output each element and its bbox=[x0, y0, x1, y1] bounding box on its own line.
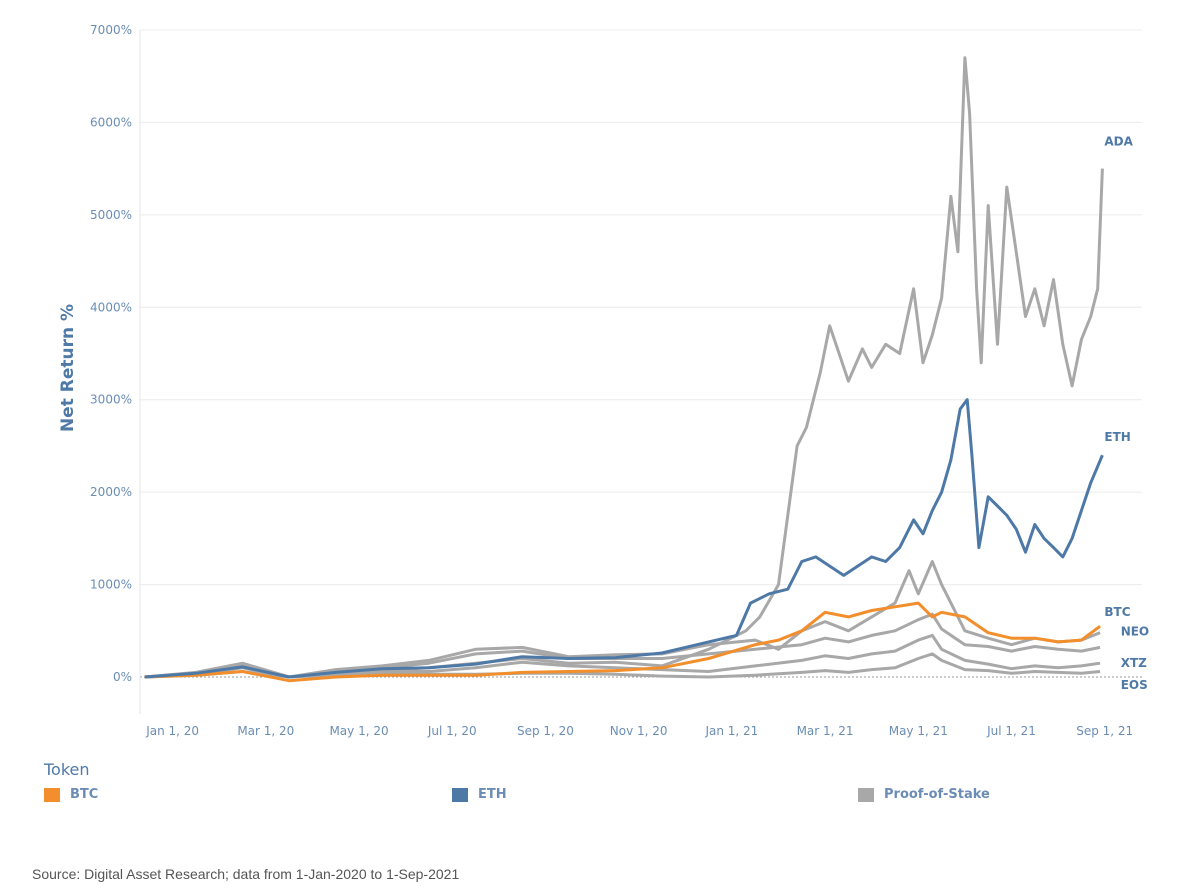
y-tick-label: 3000% bbox=[90, 393, 132, 407]
x-tick-label: May 1, 21 bbox=[889, 724, 948, 738]
x-tick-label: Mar 1, 21 bbox=[797, 724, 854, 738]
x-axis-ticks: Jan 1, 20 Mar 1, 20 May 1, 20 Jul 1, 20 Sep … bbox=[139, 30, 1133, 738]
legend-label-eth: ETH bbox=[478, 787, 507, 802]
legend-title: Token bbox=[44, 760, 90, 779]
x-tick-label: Sep 1, 21 bbox=[1076, 724, 1133, 738]
series-line-eth bbox=[144, 398, 1104, 679]
eth-swatch bbox=[452, 787, 468, 802]
x-tick-label: Jul 1, 21 bbox=[986, 724, 1036, 738]
y-tick-label: 0% bbox=[113, 670, 132, 684]
end-label-eos: EOS bbox=[1121, 678, 1148, 692]
y-tick-label: 7000% bbox=[90, 23, 132, 37]
gridlines bbox=[140, 29, 1142, 678]
x-tick-label: May 1, 20 bbox=[329, 724, 388, 738]
x-tick-label: Jan 1, 20 bbox=[145, 724, 199, 738]
proof-of-stake-swatch bbox=[858, 787, 874, 802]
x-tick-label: Nov 1, 20 bbox=[610, 724, 668, 738]
legend-item-btc[interactable]: BTC bbox=[44, 787, 98, 802]
legend-item-proof-of-stake[interactable]: Proof-of-Stake bbox=[858, 787, 990, 802]
legend-label-proof-of-stake: Proof-of-Stake bbox=[884, 787, 990, 802]
x-tick-label: Sep 1, 20 bbox=[517, 724, 574, 738]
series-line-ada bbox=[144, 56, 1104, 679]
y-axis-label: Net Return % bbox=[58, 304, 78, 432]
end-label-ada: ADA bbox=[1104, 135, 1133, 149]
end-label-btc: BTC bbox=[1104, 605, 1130, 619]
x-tick-label: Jan 1, 21 bbox=[704, 724, 758, 738]
y-tick-label: 4000% bbox=[90, 300, 132, 314]
x-tick-label: Mar 1, 20 bbox=[237, 724, 294, 738]
y-tick-label: 2000% bbox=[90, 485, 132, 499]
end-label-eth: ETH bbox=[1104, 430, 1130, 444]
legend-label-btc: BTC bbox=[70, 787, 99, 802]
end-label-xtz: XTZ bbox=[1121, 656, 1147, 670]
source-note: Source: Digital Asset Research; data fro… bbox=[32, 866, 460, 882]
y-tick-label: 1000% bbox=[90, 578, 132, 592]
series-lines bbox=[144, 56, 1104, 683]
chart: 7000% 6000% 5000% 4000% 3000% 2000% 1000% 0% Ja… bbox=[58, 23, 1149, 738]
y-tick-label: 5000% bbox=[90, 208, 132, 222]
btc-swatch bbox=[44, 787, 60, 802]
legend: Token BTC ETH Proof-of-Stake bbox=[44, 760, 1144, 810]
series-end-labels: ADA ETH BTC NEO XTZ EOS bbox=[1104, 135, 1149, 692]
x-tick-label: Jul 1, 20 bbox=[427, 724, 477, 738]
end-label-neo: NEO bbox=[1121, 624, 1149, 638]
legend-item-eth[interactable]: ETH bbox=[452, 787, 507, 802]
y-tick-label: 6000% bbox=[90, 115, 132, 129]
y-axis-ticks: 7000% 6000% 5000% 4000% 3000% 2000% 1000% 0% bbox=[90, 23, 132, 684]
series-line-btc bbox=[144, 601, 1101, 683]
